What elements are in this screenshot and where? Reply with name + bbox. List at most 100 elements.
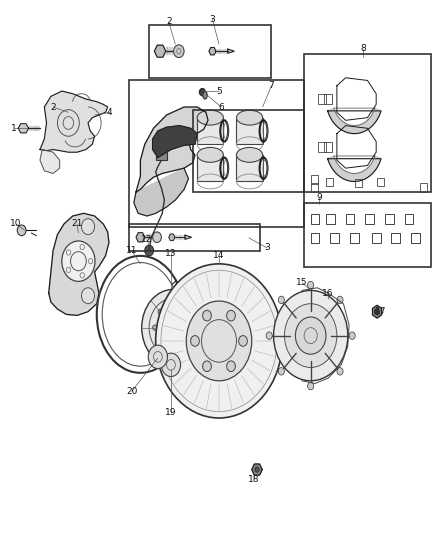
Polygon shape <box>18 124 28 133</box>
Circle shape <box>186 301 252 381</box>
Circle shape <box>239 336 247 346</box>
Polygon shape <box>152 126 197 158</box>
Circle shape <box>255 467 259 472</box>
Bar <box>311 183 318 191</box>
Bar <box>326 214 335 224</box>
Circle shape <box>266 332 272 340</box>
Circle shape <box>155 264 283 418</box>
Circle shape <box>145 245 153 256</box>
Bar <box>385 214 394 224</box>
Polygon shape <box>169 234 175 240</box>
Text: 15: 15 <box>296 278 308 287</box>
Circle shape <box>171 303 175 308</box>
Text: 19: 19 <box>165 408 177 417</box>
Circle shape <box>295 317 326 354</box>
Bar <box>324 142 332 152</box>
Circle shape <box>203 361 212 372</box>
Polygon shape <box>328 108 381 134</box>
Circle shape <box>349 332 355 340</box>
Circle shape <box>184 341 188 346</box>
Bar <box>311 233 319 243</box>
Circle shape <box>81 288 95 304</box>
Text: 5: 5 <box>216 86 222 95</box>
Circle shape <box>62 241 95 281</box>
Circle shape <box>274 290 348 381</box>
Circle shape <box>199 88 205 96</box>
Bar <box>149 25 272 78</box>
Text: 12: 12 <box>141 236 153 245</box>
Polygon shape <box>136 107 208 192</box>
Polygon shape <box>228 49 234 53</box>
Circle shape <box>278 296 284 304</box>
Circle shape <box>278 368 284 375</box>
Polygon shape <box>134 168 188 216</box>
Circle shape <box>189 325 194 330</box>
Bar <box>318 94 325 104</box>
Bar <box>324 94 332 104</box>
Text: 14: 14 <box>213 252 225 260</box>
Text: 10: 10 <box>10 220 22 229</box>
Polygon shape <box>328 156 381 181</box>
Polygon shape <box>252 464 262 475</box>
Bar <box>197 118 223 144</box>
Text: 16: 16 <box>322 288 334 297</box>
Bar <box>372 233 381 243</box>
Circle shape <box>142 289 205 366</box>
Polygon shape <box>372 305 381 318</box>
Text: 7: 7 <box>268 81 274 90</box>
Bar <box>392 233 400 243</box>
Circle shape <box>337 368 343 375</box>
Circle shape <box>184 309 188 314</box>
Circle shape <box>17 225 26 236</box>
Bar <box>377 177 384 186</box>
Circle shape <box>226 361 235 372</box>
Ellipse shape <box>197 148 223 163</box>
Bar <box>304 54 431 192</box>
Bar <box>346 214 354 224</box>
Bar <box>318 142 325 152</box>
Bar <box>237 118 263 144</box>
Circle shape <box>161 353 180 376</box>
Bar <box>330 233 339 243</box>
Bar <box>304 203 431 266</box>
Text: 18: 18 <box>248 475 260 483</box>
Text: 9: 9 <box>317 193 322 202</box>
Text: 3: 3 <box>264 244 270 253</box>
Text: 6: 6 <box>218 102 224 111</box>
Circle shape <box>285 304 337 368</box>
Text: 11: 11 <box>126 246 138 255</box>
Text: 3: 3 <box>209 15 215 24</box>
Polygon shape <box>40 91 108 152</box>
Ellipse shape <box>197 110 223 125</box>
Circle shape <box>148 345 167 368</box>
Bar <box>311 175 318 183</box>
Circle shape <box>307 281 314 289</box>
Circle shape <box>152 232 161 243</box>
Text: 4: 4 <box>107 108 113 117</box>
Text: 8: 8 <box>360 44 366 53</box>
Text: 20: 20 <box>126 387 138 396</box>
Ellipse shape <box>203 92 207 99</box>
Circle shape <box>191 336 199 346</box>
Ellipse shape <box>237 148 263 163</box>
Bar <box>130 80 304 227</box>
Polygon shape <box>154 45 166 57</box>
Bar <box>130 224 261 251</box>
Bar <box>405 214 413 224</box>
Polygon shape <box>209 47 216 55</box>
Text: 21: 21 <box>71 220 83 229</box>
Circle shape <box>81 219 95 235</box>
Polygon shape <box>40 150 60 173</box>
Bar <box>420 183 427 191</box>
Bar <box>411 233 420 243</box>
Circle shape <box>158 309 162 314</box>
Bar <box>237 155 263 181</box>
Circle shape <box>158 341 162 346</box>
Bar <box>311 214 319 224</box>
Circle shape <box>171 348 175 353</box>
Text: 1: 1 <box>11 124 17 133</box>
Text: 17: 17 <box>375 307 386 316</box>
Circle shape <box>203 310 212 321</box>
Circle shape <box>226 310 235 321</box>
Polygon shape <box>185 235 191 239</box>
